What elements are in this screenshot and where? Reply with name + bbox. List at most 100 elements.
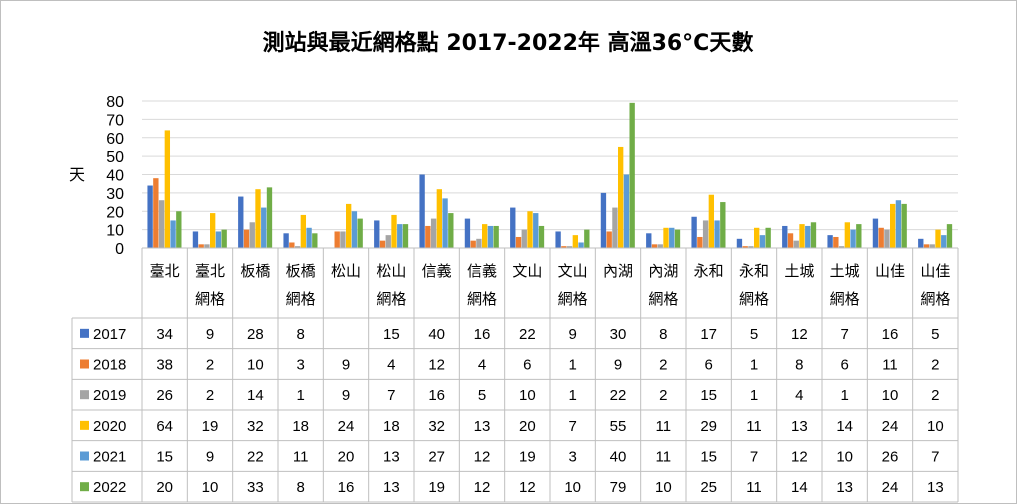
bar-2017-17 [918, 238, 924, 248]
legend-label: 2019 [93, 387, 126, 404]
bar-2020-2 [255, 189, 261, 248]
bar-2020-16 [890, 203, 896, 248]
table-cell: 12 [474, 449, 491, 466]
category-label: 板橋 [240, 262, 270, 280]
table-cell: 8 [659, 326, 667, 343]
table-cell: 14 [247, 387, 264, 404]
category-label: 土城 [830, 262, 860, 280]
table-cell: 10 [247, 357, 264, 374]
table-cell: 12 [474, 479, 491, 496]
category-label: 內湖 [648, 262, 678, 280]
category-label: 土城 [784, 262, 814, 280]
table-cell: 29 [700, 418, 717, 435]
table-cell: 2 [206, 357, 214, 374]
table-cell: 9 [568, 326, 576, 343]
bar-2019-10 [612, 207, 618, 248]
table-cell: 1 [296, 387, 304, 404]
category-label: 山佳 [875, 262, 905, 280]
bar-2019-17 [929, 244, 935, 248]
y-tick-label: 80 [106, 94, 124, 111]
table-cell: 40 [610, 449, 627, 466]
bar-2017-2 [238, 196, 244, 248]
bar-2017-1 [192, 231, 199, 248]
table-cell: 1 [840, 387, 848, 404]
bar-2022-3 [312, 233, 318, 248]
table-cell: 9 [206, 326, 214, 343]
bar-2020-9 [572, 235, 579, 248]
bar-2021-2 [261, 207, 267, 248]
legend-label: 2017 [93, 326, 126, 343]
bar-2021-7 [487, 225, 494, 248]
legend-label: 2022 [93, 479, 126, 496]
table-cell: 3 [568, 449, 576, 466]
table-cell: 6 [704, 357, 712, 374]
table-cell: 7 [387, 387, 395, 404]
table-cell: 10 [202, 479, 219, 496]
bar-2019-1 [204, 244, 210, 248]
bar-2021-5 [397, 224, 403, 248]
bar-2017-5 [374, 220, 380, 248]
bar-2022-5 [402, 224, 409, 248]
bars [147, 102, 953, 249]
table-cell: 20 [519, 418, 536, 435]
table-cell: 20 [156, 479, 173, 496]
table-cell: 19 [202, 418, 219, 435]
table-cell: 15 [700, 387, 717, 404]
chart-title: 測站與最近網格點 2017-2022年 高溫36°C天數 [263, 30, 754, 56]
category-label: 網格 [830, 290, 860, 308]
table-cell: 13 [474, 418, 491, 435]
legend-swatch-2017 [80, 328, 89, 338]
table-cell: 7 [931, 449, 939, 466]
table-cell: 3 [296, 357, 304, 374]
bar-2017-13 [736, 238, 743, 248]
bar-2018-5 [379, 240, 386, 248]
bar-2018-0 [153, 178, 159, 248]
y-tick-label: 70 [106, 112, 124, 129]
y-tick-label: 0 [115, 241, 124, 258]
bar-2021-8 [533, 213, 539, 248]
table-cell: 8 [296, 326, 304, 343]
bar-2019-7 [476, 238, 482, 248]
bar-2021-17 [941, 235, 947, 248]
table-cell: 10 [655, 479, 672, 496]
table-cell: 10 [564, 479, 581, 496]
table-cell: 33 [247, 479, 264, 496]
bar-2020-0 [164, 130, 171, 248]
bar-2020-10 [618, 146, 624, 248]
table-cell: 7 [750, 449, 758, 466]
table-cell: 40 [428, 326, 445, 343]
bar-2021-9 [578, 242, 584, 248]
table-cell: 12 [519, 479, 536, 496]
bar-2021-10 [623, 174, 630, 248]
table-cell: 11 [882, 357, 898, 374]
bar-2021-15 [850, 229, 856, 248]
table-cell: 55 [610, 418, 627, 435]
table-cell: 2 [931, 357, 939, 374]
bar-2020-1 [210, 213, 216, 248]
table-cell: 34 [156, 326, 173, 343]
bar-2017-12 [691, 216, 697, 248]
table-cell: 1 [568, 387, 576, 404]
bar-2022-15 [856, 224, 862, 248]
category-label: 永和 [739, 262, 769, 280]
bar-2021-3 [306, 227, 312, 248]
table-cell: 2 [206, 387, 214, 404]
bar-2020-13 [754, 227, 760, 248]
bar-2017-7 [464, 218, 471, 248]
bar-2017-14 [782, 225, 788, 248]
bar-2021-4 [351, 211, 358, 248]
bar-2022-11 [674, 229, 681, 248]
bar-2019-16 [884, 229, 890, 248]
bar-2018-1 [198, 244, 204, 248]
category-label: 內湖 [603, 262, 633, 280]
table-cell: 9 [342, 357, 350, 374]
bar-2022-10 [629, 102, 635, 249]
y-tick-label: 10 [106, 223, 124, 240]
category-label: 網格 [195, 290, 225, 308]
table-cell: 14 [836, 418, 853, 435]
bar-2017-9 [555, 231, 561, 248]
table-cell: 13 [836, 479, 853, 496]
category-label: 臺北 [195, 262, 225, 280]
